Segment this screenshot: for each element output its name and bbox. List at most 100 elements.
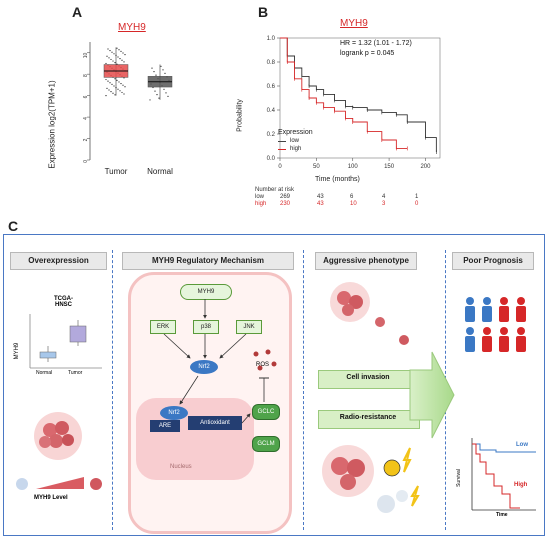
legend-title: Expression — [278, 129, 313, 136]
ms-high-curve — [472, 443, 520, 509]
panel-c-frame — [3, 234, 545, 536]
b-xtick-label-2: 100 — [348, 164, 359, 170]
ms-high-label: High — [514, 482, 528, 488]
a-ytick-label-2: 4 — [83, 117, 89, 120]
panel-a-ylabel: Expression log2(TPM+1) — [47, 80, 57, 169]
person-icon-4 — [516, 297, 526, 322]
a-dot-0-23 — [124, 86, 126, 88]
a-dot-0-44 — [117, 88, 119, 90]
b-ytick-label-5: 1.0 — [267, 36, 276, 42]
panel-b-letter: B — [258, 4, 269, 20]
person-icon-6 — [482, 327, 492, 352]
risk-table: 269 43 6 4 1 230 43 10 3 0 — [280, 194, 450, 208]
person-icon-5 — [465, 327, 475, 352]
header-aggressive: Aggressive phenotype — [315, 252, 417, 270]
a-dot-1-13 — [158, 97, 160, 99]
lightning-icon-1 — [402, 447, 412, 473]
ms-low-label: Low — [516, 442, 528, 448]
level-gradient-icon — [16, 477, 102, 490]
risk-high-3: 3 — [382, 201, 386, 207]
b-ytick-label-0: 0.0 — [267, 156, 276, 162]
inv-cell-4 — [375, 317, 385, 327]
panel-b-xlabel: Time (months) — [315, 176, 360, 183]
a-dot-0-20 — [105, 78, 107, 81]
a-dot-0-2 — [111, 83, 113, 85]
node-gclc: GCLC — [252, 404, 280, 420]
radio-label: Radio-resistance — [339, 414, 397, 421]
mini-ylabel: MYH9 — [14, 342, 20, 360]
a-dot-0-7 — [116, 79, 118, 81]
panel-b-chart: 0.0 0.2 0.4 0.6 0.8 1.0 0 50 100 150 200 — [250, 28, 450, 208]
ros-label: ROS — [256, 362, 270, 368]
inv-cell-5 — [399, 335, 409, 345]
ms-ylabel: Survival — [456, 469, 462, 487]
big-arrow-icon — [409, 351, 455, 439]
nucleus-label: Nucleus — [170, 464, 192, 470]
b-ytick-label-4: 0.8 — [267, 60, 276, 66]
panel-a-ylabel-wrap: Expression log2(TPM+1) — [42, 80, 62, 170]
tumor-cluster-icon — [34, 412, 82, 460]
arrow-antioxidant-gclc — [241, 413, 251, 424]
b-plot-frame — [279, 37, 441, 159]
a-dot-0-18 — [119, 90, 121, 92]
legend-high-swatch — [278, 149, 286, 150]
a-ytick-label-1: 2 — [83, 138, 89, 141]
risk-high-1: 43 — [317, 201, 324, 207]
a-dot-0-8 — [109, 49, 111, 52]
a-xlabel-0: Tumor — [105, 167, 128, 176]
a-dot-0-39 — [112, 92, 114, 94]
b-ytick-label-3: 0.6 — [267, 84, 276, 90]
risk-low-4: 1 — [415, 194, 419, 200]
mini-survival-plot — [471, 438, 536, 511]
dead-cell-1 — [377, 495, 395, 513]
level-label: MYH9 Level — [34, 495, 68, 501]
a-dot-0-15 — [120, 82, 122, 85]
radio-cell-3 — [340, 474, 356, 490]
a-dot-1-7 — [160, 65, 162, 67]
mini-tumor-box — [69, 325, 87, 343]
panel-a-letter: A — [72, 4, 83, 20]
panel-a-chart: 0 2 4 6 8 10 Tumor Normal — [64, 40, 194, 200]
a-xlabel-1: Normal — [147, 167, 173, 176]
radio-cluster-icon — [322, 445, 420, 513]
a-dot-0-53 — [114, 62, 116, 64]
node-erk: ERK — [150, 320, 176, 334]
a-ytick-label-3: 6 — [83, 95, 89, 98]
km-curve-low — [280, 37, 437, 152]
person-icon-7 — [499, 327, 509, 352]
cluster-cell-3 — [49, 434, 63, 448]
panel-b-ylabel-wrap: Probability — [230, 90, 250, 150]
legend: low high — [278, 138, 318, 156]
risk-low-2: 6 — [350, 194, 354, 200]
person-icon-2 — [482, 297, 492, 322]
node-nrf2-nuclear: Nrf2 — [160, 406, 188, 420]
a-dot-0-31 — [108, 89, 110, 91]
a-dot-0-5 — [110, 91, 112, 93]
legend-high: high — [290, 146, 302, 152]
panel-b-ylabel: Probability — [236, 99, 244, 132]
b-ytick-label-1: 0.2 — [267, 132, 276, 138]
a-dot-0-13 — [114, 94, 116, 96]
a-dot-1-8 — [153, 71, 155, 73]
cell-invasion-label: Cell invasion — [346, 374, 390, 381]
risk-high-2: 10 — [350, 201, 357, 207]
person-icon-3 — [499, 297, 509, 322]
inv-cell-1 — [337, 291, 351, 305]
a-dot-0-52 — [121, 91, 123, 94]
a-dot-1-0 — [149, 99, 151, 101]
legend-low-swatch — [278, 141, 286, 142]
panel-c-letter: C — [8, 218, 19, 234]
risk-low-3: 4 — [382, 194, 386, 200]
hr-text: HR = 1.32 (1.01 - 1.72) — [340, 40, 412, 47]
b-xtick-label-4: 200 — [420, 164, 431, 170]
a-dot-0-19 — [112, 60, 114, 62]
a-dot-0-41 — [118, 81, 120, 83]
mini-normal-box — [39, 351, 57, 359]
mini-x-normal: Normal — [36, 370, 53, 376]
a-dot-0-24 — [117, 56, 119, 58]
risk-high-4: 0 — [415, 201, 419, 207]
a-dot-0-3 — [124, 54, 126, 56]
arrow-erk-nrf2 — [163, 333, 191, 359]
ros-dot-2 — [265, 349, 271, 355]
ms-ylabel-wrap: Survival — [452, 465, 466, 495]
